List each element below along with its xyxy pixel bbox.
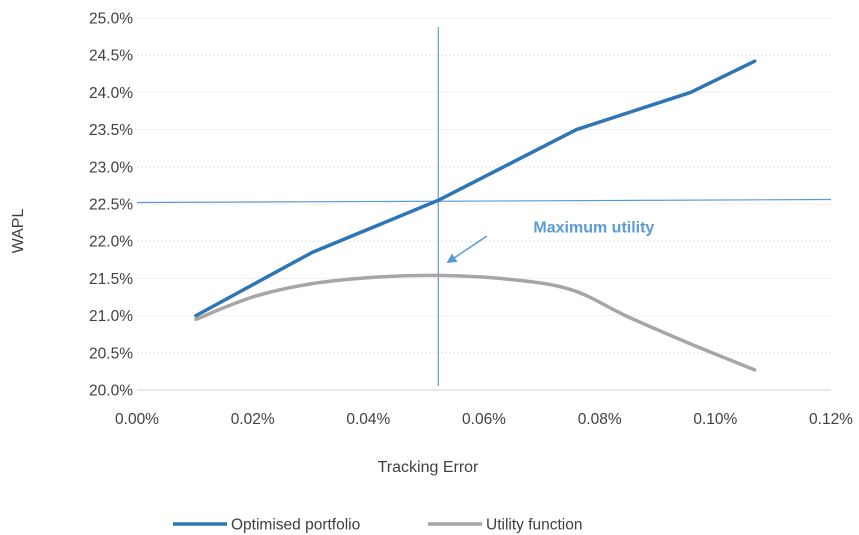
y-tick-label: 21.5% xyxy=(89,271,133,288)
horizontal-reference-line xyxy=(136,198,832,204)
annotation: Maximum utility xyxy=(446,219,654,264)
x-tick-label: 0.04% xyxy=(346,411,390,428)
gridlines xyxy=(137,17,831,391)
x-tick-label: 0.00% xyxy=(115,411,159,428)
reference-lines xyxy=(136,27,832,386)
y-tick-label: 20.0% xyxy=(89,383,133,400)
y-tick-label: 21.0% xyxy=(89,308,133,325)
annotation-label: Maximum utility xyxy=(533,219,654,236)
legend-label: Utility function xyxy=(486,517,582,534)
y-axis-ticks: 20.0% 20.5% 21.0% 21.5% 22.0% 22.5% 23.0% 23.5%… xyxy=(89,11,133,400)
y-tick-label: 23.0% xyxy=(89,159,133,176)
x-tick-label: 0.02% xyxy=(231,411,275,428)
y-tick-label: 22.5% xyxy=(89,197,133,214)
y-axis-title: WAPL xyxy=(10,209,27,254)
series-lines xyxy=(194,59,757,372)
x-axis-ticks: 0.00% 0.02% 0.04% 0.06% 0.08% 0.10% 0.12% xyxy=(115,411,853,428)
y-tick-label: 24.0% xyxy=(89,85,133,102)
y-tick-label: 24.5% xyxy=(89,48,133,65)
x-tick-label: 0.10% xyxy=(693,411,737,428)
x-tick-label: 0.12% xyxy=(809,411,853,428)
utility-function-line xyxy=(194,273,757,372)
legend-label: Optimised portfolio xyxy=(231,517,360,534)
y-tick-label: 23.5% xyxy=(89,122,133,139)
optimised-portfolio-line xyxy=(194,59,757,318)
y-tick-label: 22.0% xyxy=(89,234,133,251)
y-tick-label: 20.5% xyxy=(89,345,133,362)
x-tick-label: 0.08% xyxy=(578,411,622,428)
x-axis-title: Tracking Error xyxy=(378,459,479,476)
annotation-arrow xyxy=(446,235,488,264)
legend: Optimised portfolio Utility function xyxy=(173,517,582,534)
y-tick-label: 25.0% xyxy=(89,11,133,28)
x-tick-label: 0.06% xyxy=(462,411,506,428)
